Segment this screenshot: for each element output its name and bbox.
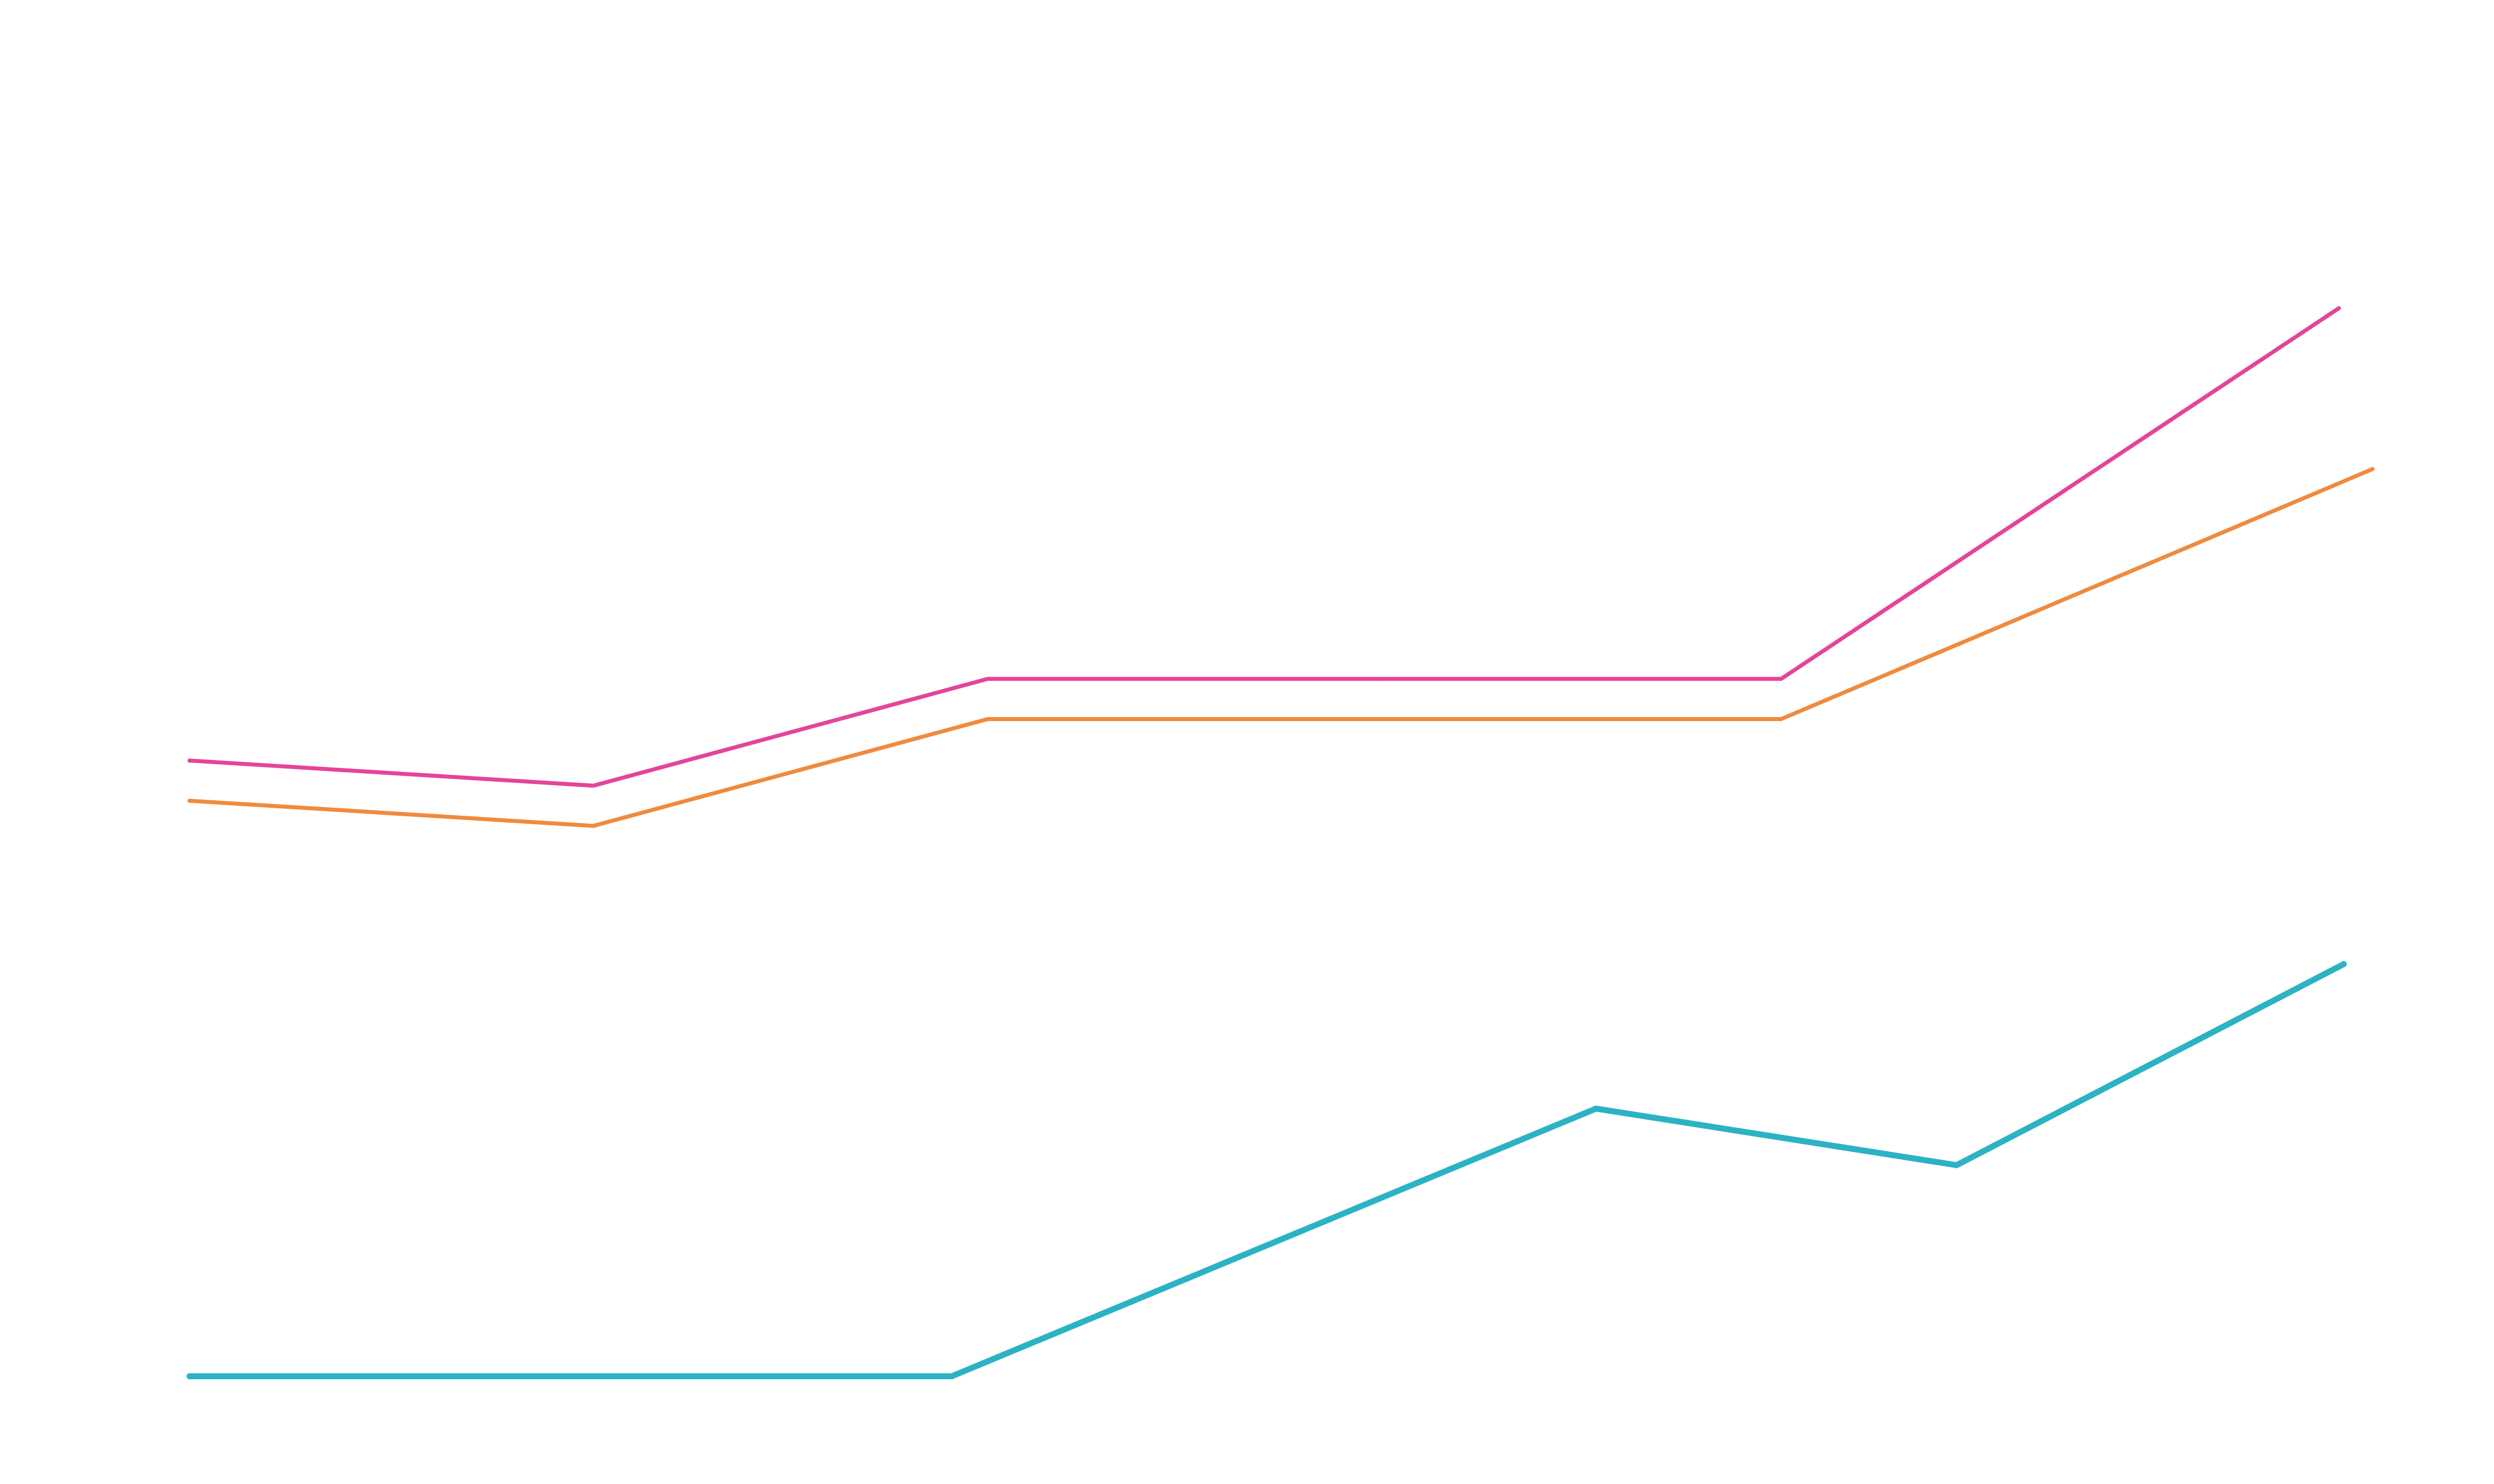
series-line-3 — [187, 961, 2347, 1379]
series-3-point-2 — [948, 1373, 955, 1379]
series-2-point-6 — [2370, 467, 2375, 471]
series-2-point-2 — [591, 824, 596, 828]
series-1-point-2 — [591, 783, 596, 788]
series-layer — [187, 306, 2375, 1379]
series-2-point-5 — [1779, 717, 1783, 721]
series-line-1 — [188, 306, 2341, 788]
series-1-point-6 — [2337, 306, 2341, 310]
series-1-point-4 — [1375, 677, 1380, 681]
series-3-point-1 — [187, 1373, 193, 1379]
series-1-point-1 — [188, 758, 192, 763]
series-1-point-5 — [1779, 677, 1783, 681]
series-3-point-3 — [1593, 1106, 1599, 1112]
series-line-2 — [188, 467, 2375, 828]
series-2-point-4 — [1375, 717, 1380, 721]
series-1-point-3 — [986, 677, 990, 681]
series-2-point-3 — [986, 717, 990, 721]
series-3-point-4 — [1953, 1162, 1960, 1168]
series-3-point-5 — [2340, 961, 2347, 967]
series-2-point-1 — [188, 798, 192, 803]
